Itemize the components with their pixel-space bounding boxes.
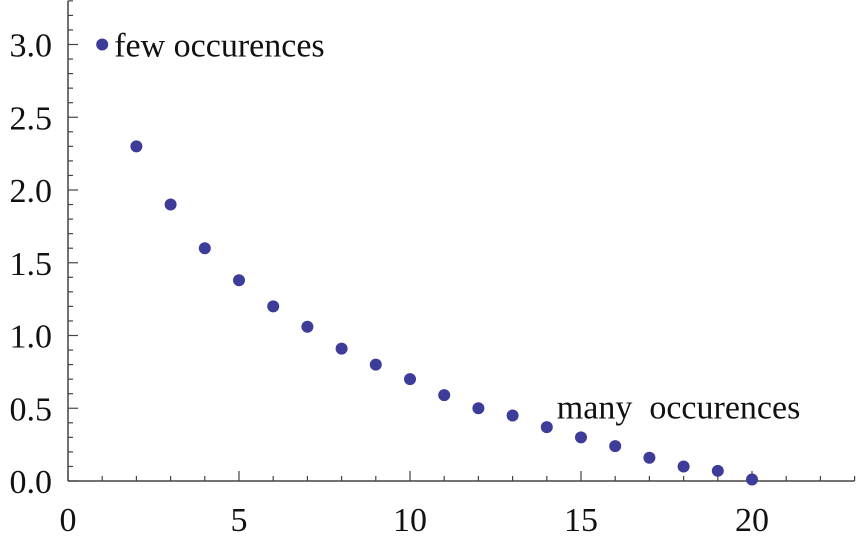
annotation-few-occurences: few occurences	[114, 28, 324, 65]
data-point	[96, 38, 109, 51]
data-point	[267, 300, 280, 313]
y-tick-label: 2.5	[10, 100, 53, 137]
data-point	[643, 451, 656, 464]
x-tick-label: 20	[735, 502, 769, 539]
data-point	[164, 198, 177, 211]
x-tick-label: 15	[564, 502, 598, 539]
axes	[67, 0, 855, 482]
annotation-many-occurences: many occurences	[557, 389, 801, 426]
y-tick-label: 3.0	[10, 28, 53, 65]
data-point	[575, 431, 587, 444]
tick-labels: 0 5 10 15 20 0.0 0.5 1.0 1.5 2.0 2.5 3.0	[10, 28, 770, 540]
data-point	[677, 460, 690, 473]
ticks	[67, 0, 856, 482]
y-tick-label: 0.0	[10, 464, 53, 501]
y-tick-label: 1.5	[10, 246, 53, 283]
x-tick-label: 10	[393, 502, 427, 539]
data-point	[506, 409, 519, 422]
data-point	[540, 421, 553, 434]
data-point	[369, 358, 382, 371]
data-point	[198, 242, 211, 255]
y-tick-label: 0.5	[10, 391, 53, 428]
data-point	[233, 274, 245, 287]
x-tick-label: 0	[60, 502, 77, 539]
data-point	[335, 342, 348, 355]
data-point	[472, 402, 485, 415]
data-point	[301, 320, 314, 333]
data-point	[711, 464, 724, 477]
data-point	[130, 140, 143, 153]
data-point	[404, 373, 416, 386]
data-point	[438, 389, 451, 402]
x-tick-label: 5	[231, 502, 248, 539]
y-tick-label: 1.0	[10, 319, 53, 356]
data-point	[746, 473, 758, 486]
data-points	[96, 38, 758, 486]
data-point	[609, 440, 622, 453]
annotations: few occurences many occurences	[114, 28, 800, 427]
y-tick-label: 2.0	[10, 173, 53, 210]
